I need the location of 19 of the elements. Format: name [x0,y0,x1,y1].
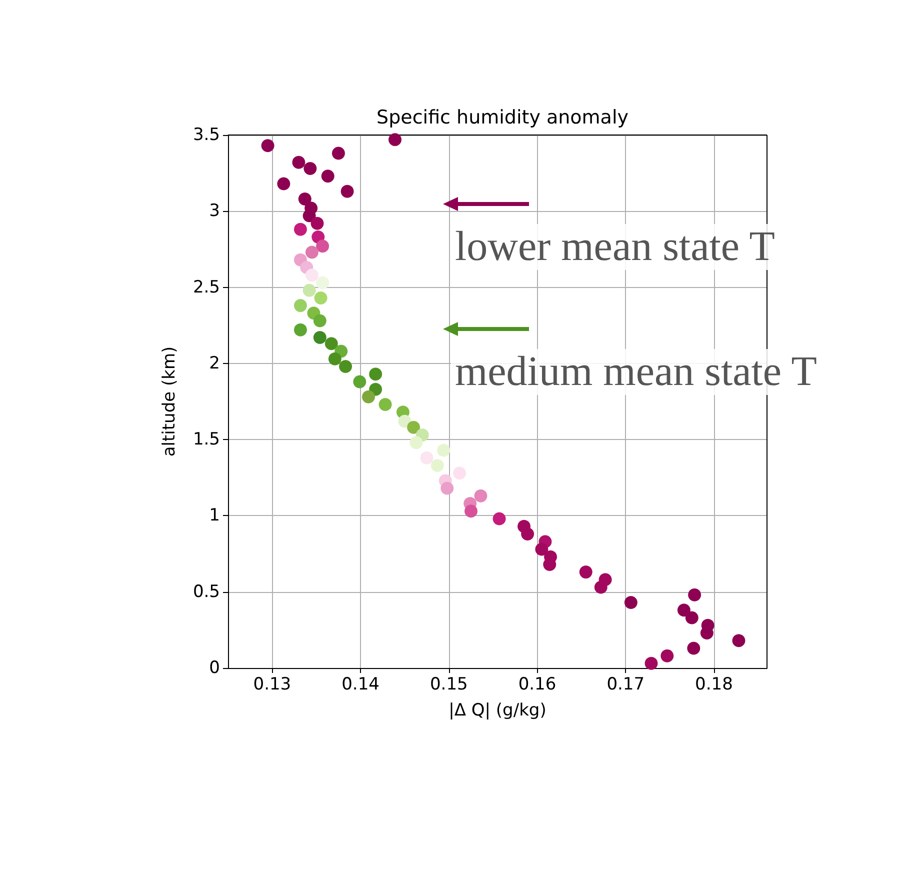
annotation: lower mean state T [455,224,775,270]
y-tick-label: 0.5 [192,582,220,602]
x-tick-label: 0.15 [430,674,468,694]
x-tick-label: 0.16 [518,674,556,694]
y-axis-title: altitude (km) [160,346,180,457]
x-tick-label: 0.13 [253,674,292,694]
annotation: medium mean state T [455,349,817,395]
x-tick-label: 0.14 [342,674,380,694]
y-tick-label: 1 [209,506,220,526]
y-tick-label: 3 [209,201,220,222]
x-axis-title: |Δ Q| (g/kg) [448,700,546,720]
y-tick-label: 3.5 [192,125,220,145]
y-tick-label: 2 [209,353,220,374]
x-tick-label: 0.18 [695,674,733,694]
chart-title: Specific humidity anomaly [376,106,628,128]
y-tick-label: 1.5 [192,430,220,450]
y-tick-label: 0 [209,658,220,678]
y-tick-label: 2.5 [192,277,220,298]
x-tick-label: 0.17 [606,674,645,694]
